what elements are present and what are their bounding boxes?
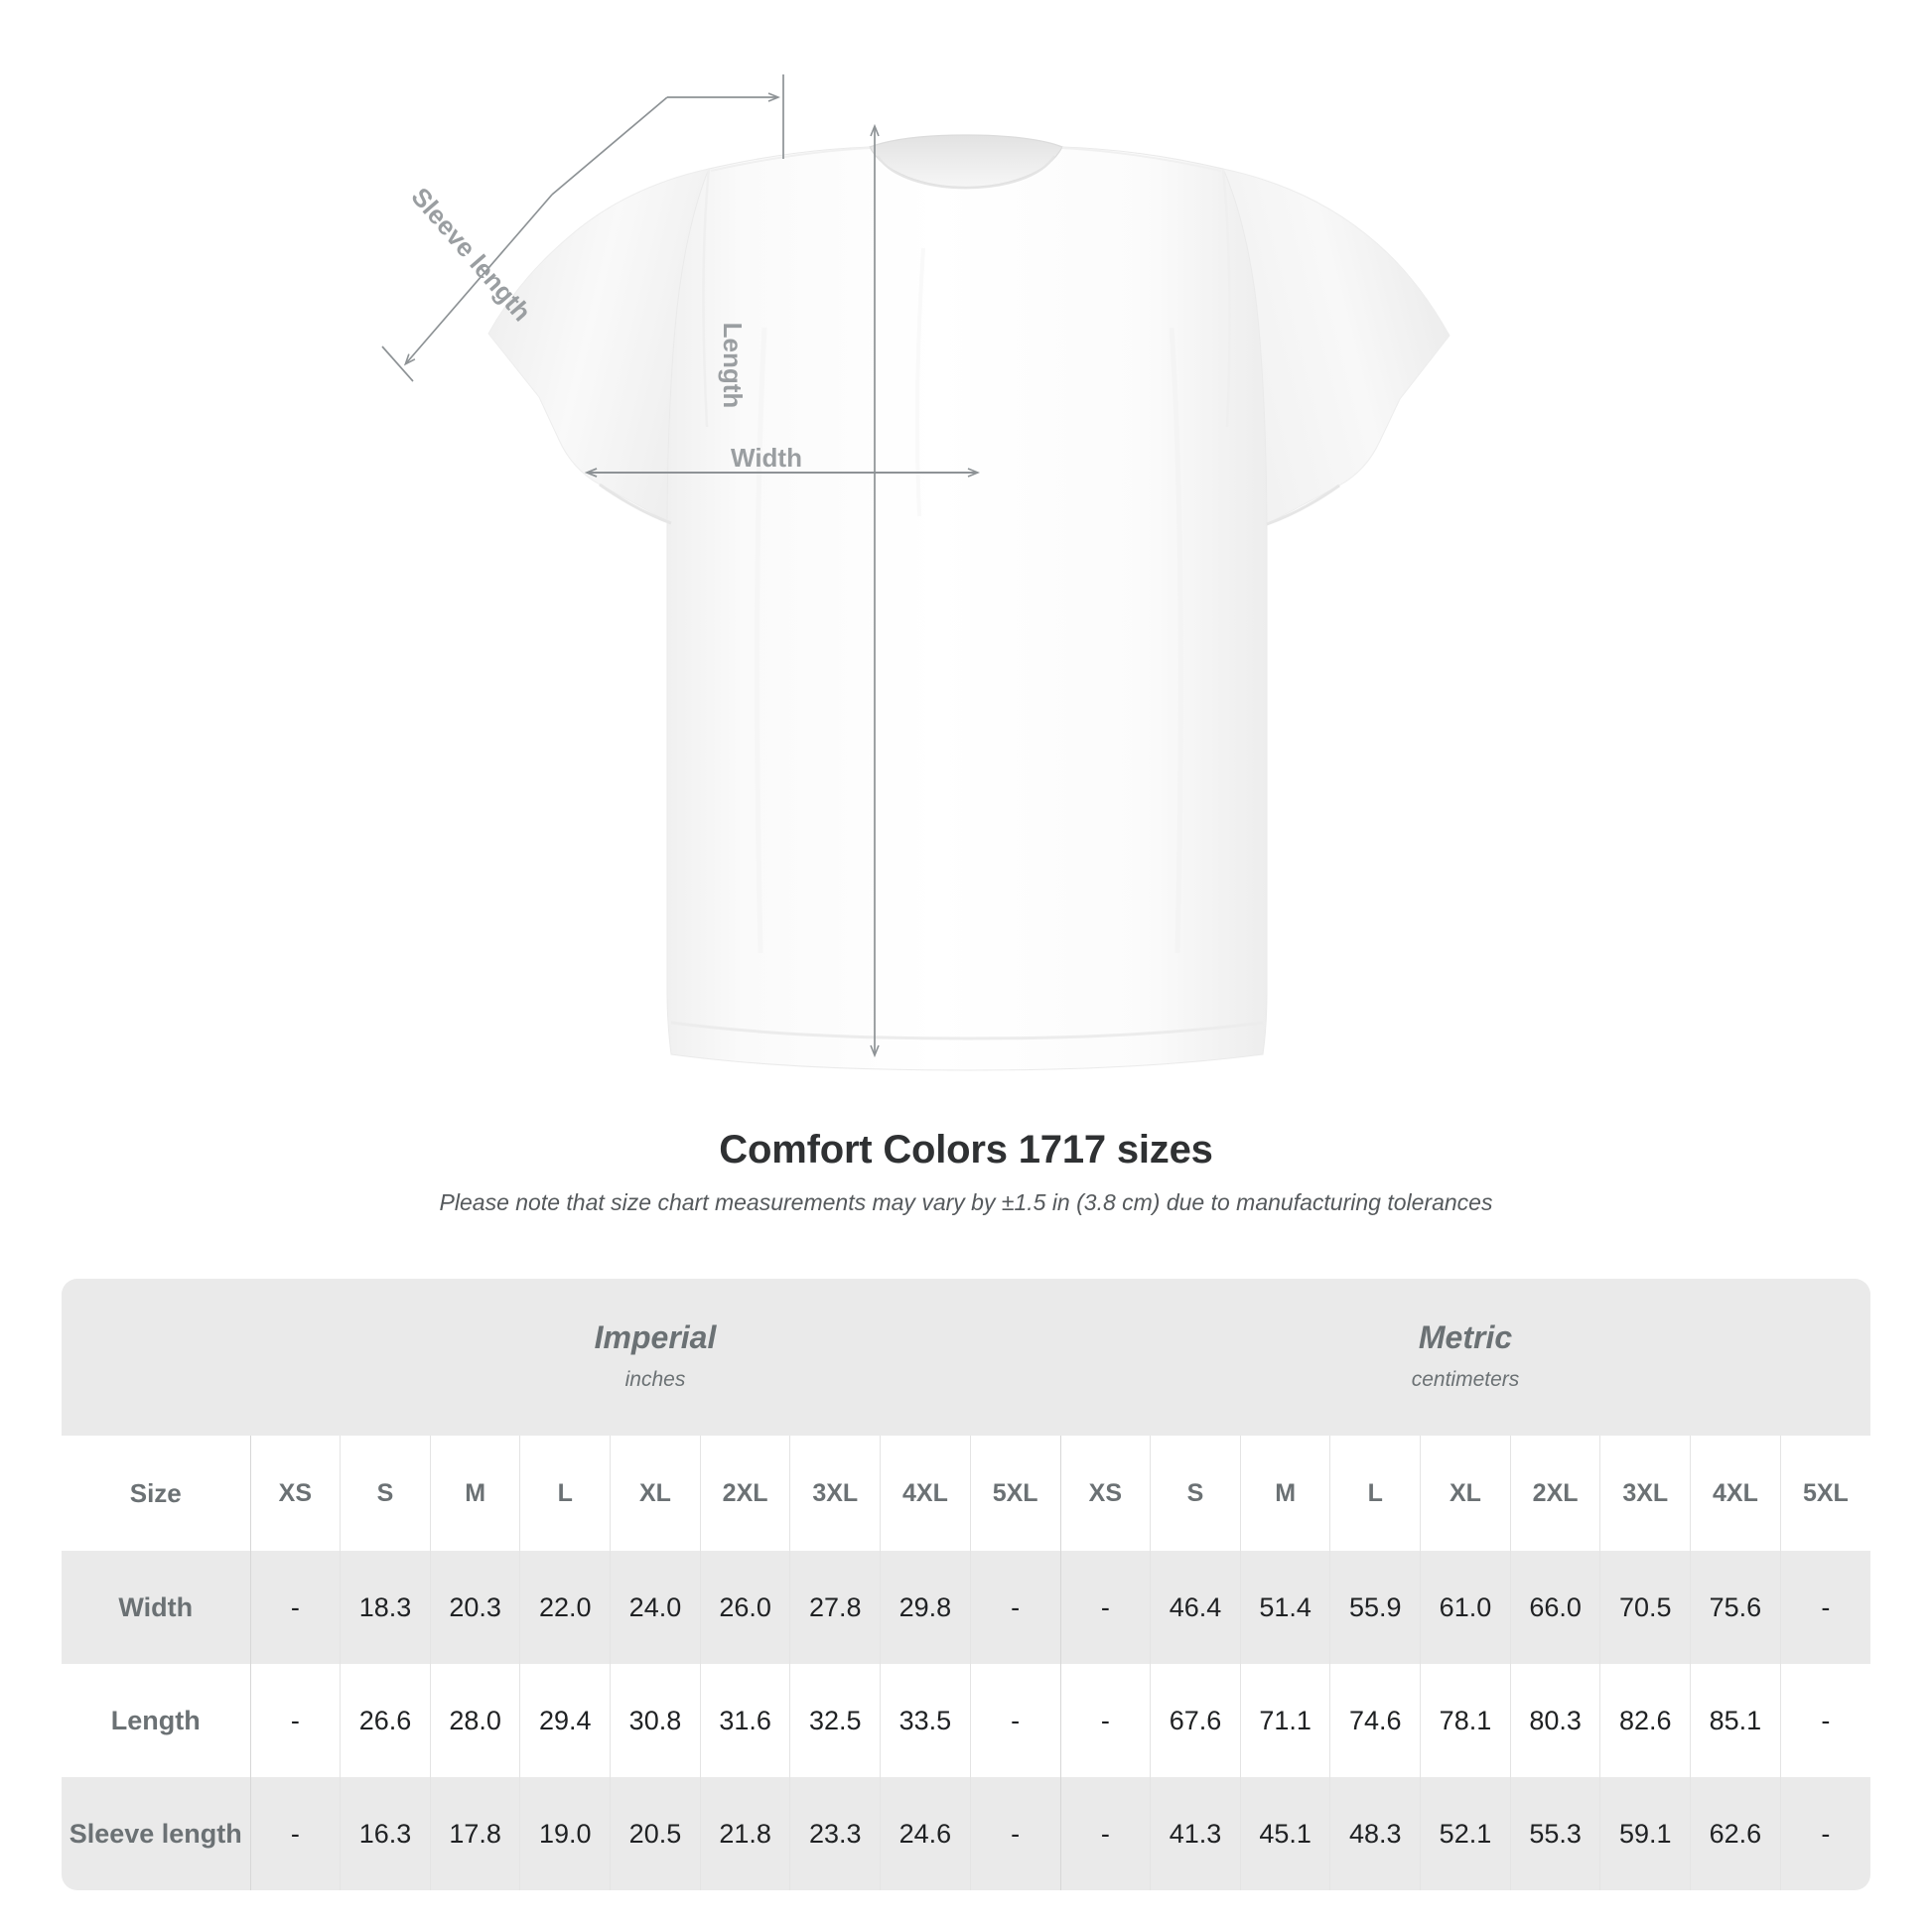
cell-length-metric-m: 71.1 (1239, 1664, 1330, 1777)
size-header-metric-xs: XS (1059, 1436, 1151, 1551)
cell-sleeve-length-metric-m: 45.1 (1239, 1777, 1330, 1890)
cell-sleeve-length-metric-5xl: - (1779, 1777, 1871, 1890)
measurement-label-width: Width (62, 1551, 250, 1664)
cell-sleeve-length-imperial-4xl: 24.6 (880, 1777, 971, 1890)
cell-sleeve-length-metric-l: 48.3 (1329, 1777, 1421, 1890)
cell-length-metric-2xl: 80.3 (1509, 1664, 1600, 1777)
cell-length-imperial-m: 28.0 (429, 1664, 520, 1777)
cell-width-imperial-xs: - (249, 1551, 341, 1664)
size-header-metric-3xl: 3XL (1599, 1436, 1691, 1551)
size-header-imperial-xs: XS (249, 1436, 341, 1551)
cell-width-imperial-s: 18.3 (340, 1551, 431, 1664)
cell-sleeve-length-metric-3xl: 59.1 (1599, 1777, 1691, 1890)
size-header-imperial-m: M (429, 1436, 520, 1551)
cell-sleeve-length-metric-s: 41.3 (1150, 1777, 1241, 1890)
cell-width-metric-m: 51.4 (1239, 1551, 1330, 1664)
unit-subtitle: centimeters (1411, 1368, 1520, 1391)
size-header-imperial-5xl: 5XL (969, 1436, 1060, 1551)
cell-sleeve-length-imperial-xl: 20.5 (610, 1777, 701, 1890)
width-label: Width (731, 443, 802, 473)
cell-width-metric-3xl: 70.5 (1599, 1551, 1691, 1664)
cell-sleeve-length-imperial-xs: - (249, 1777, 341, 1890)
cell-length-imperial-2xl: 31.6 (699, 1664, 790, 1777)
unit-name: Imperial (594, 1319, 717, 1355)
cell-width-imperial-xl: 24.0 (610, 1551, 701, 1664)
cell-width-imperial-l: 22.0 (519, 1551, 611, 1664)
cell-sleeve-length-metric-xs: - (1059, 1777, 1151, 1890)
size-header-imperial-s: S (340, 1436, 431, 1551)
cell-length-imperial-s: 26.6 (340, 1664, 431, 1777)
cell-sleeve-length-imperial-m: 17.8 (429, 1777, 520, 1890)
cell-length-metric-xs: - (1059, 1664, 1151, 1777)
unit-row-corner-spacer (62, 1279, 250, 1436)
cell-width-metric-5xl: - (1779, 1551, 1871, 1664)
cell-length-imperial-l: 29.4 (519, 1664, 611, 1777)
cell-length-imperial-4xl: 33.5 (880, 1664, 971, 1777)
size-header-imperial-2xl: 2XL (699, 1436, 790, 1551)
size-chart-table-wrapper: Imperial inches Metric centimeters Size XS S M L… (62, 1279, 1871, 1890)
cell-width-metric-4xl: 75.6 (1690, 1551, 1781, 1664)
unit-subtitle: inches (624, 1368, 686, 1391)
cell-length-metric-l: 74.6 (1329, 1664, 1421, 1777)
cell-sleeve-length-imperial-l: 19.0 (519, 1777, 611, 1890)
measurement-label-length: Length (62, 1664, 250, 1777)
cell-length-imperial-5xl: - (969, 1664, 1060, 1777)
cell-sleeve-length-metric-2xl: 55.3 (1509, 1777, 1600, 1890)
cell-length-metric-3xl: 82.6 (1599, 1664, 1691, 1777)
length-label: Length (718, 323, 748, 409)
tolerance-note: Please note that size chart measurements… (439, 1189, 1493, 1215)
cell-length-metric-xl: 78.1 (1420, 1664, 1511, 1777)
title-block: Comfort Colors 1717 sizes Please note th… (0, 1124, 1932, 1217)
cell-width-imperial-4xl: 29.8 (880, 1551, 971, 1664)
size-header-metric-s: S (1150, 1436, 1241, 1551)
size-header-metric-l: L (1329, 1436, 1421, 1551)
tshirt-diagram: Sleeve length Length Width (381, 74, 1450, 1071)
page-title: Comfort Colors 1717 sizes (719, 1128, 1213, 1172)
cell-width-metric-xl: 61.0 (1420, 1551, 1511, 1664)
unit-name: Metric (1418, 1319, 1513, 1355)
cell-sleeve-length-imperial-2xl: 21.8 (699, 1777, 790, 1890)
size-header-metric-2xl: 2XL (1509, 1436, 1600, 1551)
cell-width-metric-2xl: 66.0 (1509, 1551, 1600, 1664)
cell-length-metric-4xl: 85.1 (1690, 1664, 1781, 1777)
size-header-imperial-l: L (519, 1436, 611, 1551)
cell-width-imperial-3xl: 27.8 (789, 1551, 881, 1664)
cell-width-metric-s: 46.4 (1150, 1551, 1241, 1664)
cell-length-imperial-xs: - (249, 1664, 341, 1777)
cell-sleeve-length-metric-4xl: 62.6 (1690, 1777, 1781, 1890)
cell-sleeve-length-imperial-s: 16.3 (340, 1777, 431, 1890)
cell-length-metric-s: 67.6 (1150, 1664, 1241, 1777)
cell-length-imperial-xl: 30.8 (610, 1664, 701, 1777)
cell-length-imperial-3xl: 32.5 (789, 1664, 881, 1777)
size-header-row: Size XS S M L XL 2XL 3XL 4XL 5XL XS S M L XL 2XL 3XL 4XL 5… (62, 1436, 1871, 1551)
tshirt-illustration (487, 134, 1450, 1071)
table-row: Sleeve length -16.3 17.8 19.0 20.5 21.8 23.3 24… (62, 1777, 1871, 1890)
unit-header-imperial: Imperial inches (250, 1279, 1060, 1436)
cell-width-imperial-m: 20.3 (429, 1551, 520, 1664)
cell-length-metric-5xl: - (1779, 1664, 1871, 1777)
cell-sleeve-length-metric-xl: 52.1 (1420, 1777, 1511, 1890)
measurement-label-sleeve-length: Sleeve length (62, 1777, 250, 1890)
unit-header-metric: Metric centimeters (1060, 1279, 1871, 1436)
cell-width-imperial-2xl: 26.0 (699, 1551, 790, 1664)
cell-width-imperial-5xl: - (969, 1551, 1060, 1664)
size-header-imperial-4xl: 4XL (880, 1436, 971, 1551)
size-header-metric-xl: XL (1420, 1436, 1511, 1551)
size-column-header: Size (62, 1436, 250, 1551)
table-row: Length -26.6 28.0 29.4 30.8 31.6 32.5 33.5- -67.… (62, 1664, 1871, 1777)
size-header-metric-5xl: 5XL (1779, 1436, 1871, 1551)
cell-width-metric-l: 55.9 (1329, 1551, 1421, 1664)
sleeve-length-label: Sleeve length (405, 182, 537, 327)
cell-width-metric-xs: - (1059, 1551, 1151, 1664)
size-header-imperial-xl: XL (610, 1436, 701, 1551)
size-chart-table: Imperial inches Metric centimeters Size XS S M L… (62, 1279, 1871, 1890)
size-header-metric-m: M (1239, 1436, 1330, 1551)
size-header-metric-4xl: 4XL (1690, 1436, 1781, 1551)
table-row: Width -18.3 20.3 22.0 24.0 26.0 27.8 29.8- -46.4… (62, 1551, 1871, 1664)
size-header-imperial-3xl: 3XL (789, 1436, 881, 1551)
cell-sleeve-length-imperial-3xl: 23.3 (789, 1777, 881, 1890)
unit-system-header-row: Imperial inches Metric centimeters (62, 1279, 1871, 1436)
cell-sleeve-length-imperial-5xl: - (969, 1777, 1060, 1890)
